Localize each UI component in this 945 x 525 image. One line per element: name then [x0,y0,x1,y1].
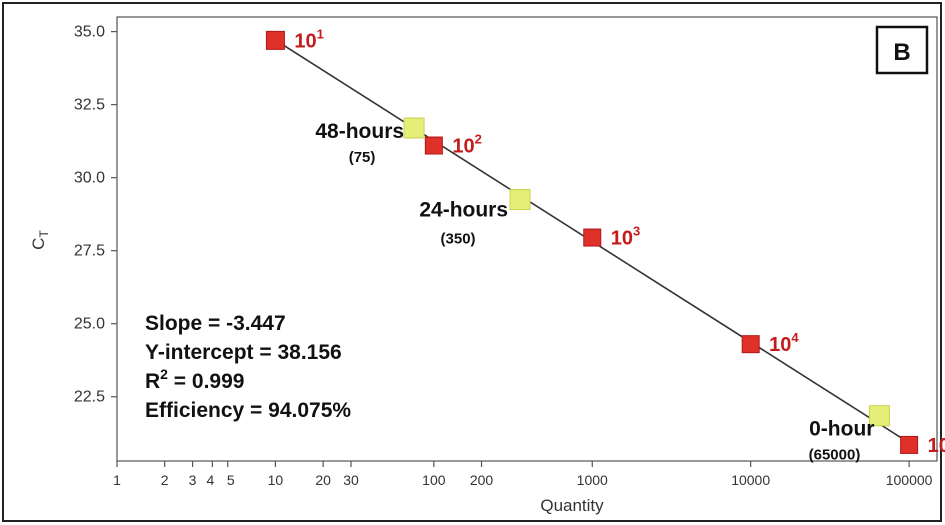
x-tick-label: 4 [206,472,214,488]
standard-point-label: 103 [611,224,640,250]
x-tick-label: 100000 [886,472,933,488]
x-tick-label: 200 [470,472,494,488]
y-axis-ticks: 22.5 25.0 27.5 30.0 32.5 35.0 [74,24,117,406]
x-tick-label: 3 [189,472,197,488]
r-label: R [145,370,160,393]
standard-point-label: 102 [452,132,481,158]
y-tick-label: 35.0 [74,24,105,41]
label-exponent: 1 [317,26,324,41]
x-tick-label: 10000 [731,472,770,488]
x-axis-title: Quantity [540,496,604,515]
y-tick-label: 22.5 [74,389,105,406]
x-tick-label: 5 [227,472,235,488]
r-value: = 0.999 [168,370,244,393]
sample-point-label: 24-hours [419,199,508,222]
standard-point-label: 101 [294,26,323,52]
y-tick-label: 30.0 [74,170,105,187]
stat-efficiency: Efficiency = 94.075% [145,399,351,422]
x-tick-label: 1 [113,472,121,488]
x-tick-label: 10 [268,472,284,488]
sample-point [868,405,890,427]
stat-r-squared: R2 = 0.999 [145,366,244,393]
data-points: 10110210310410548-hours(75)24-hours(350)… [265,26,945,464]
regression-stats: Slope = -3.447 Y-intercept = 38.156 R2 =… [145,312,351,422]
label-base: 10 [611,228,633,250]
y-axis-title-sub: T [37,230,51,238]
panel-label-box: B [875,25,929,75]
standard-point [741,335,760,354]
y-tick-label: 25.0 [74,316,105,333]
label-exponent: 2 [475,132,482,147]
standard-point-label: 104 [769,330,799,356]
y-axis-title-main: C [29,238,48,250]
x-tick-label: 2 [161,472,169,488]
standard-point [900,435,919,454]
x-tick-label: 100 [422,472,446,488]
stat-intercept: Y-intercept = 38.156 [145,341,342,364]
label-base: 10 [294,30,316,52]
x-axis-ticks: 1 2 3 4 5 10 20 30 100 200 1000 10000 100000 [113,461,933,488]
label-base: 10 [928,435,945,457]
x-tick-label: 30 [343,472,359,488]
sample-point-quantity: (65000) [809,447,861,464]
standard-point [424,136,443,155]
stat-slope: Slope = -3.447 [145,312,286,335]
label-exponent: 4 [791,330,799,345]
standard-point-label: 105 [928,431,945,457]
panel-label: B [893,39,910,66]
sample-point [403,117,425,139]
sample-point [509,189,531,211]
x-tick-label: 20 [315,472,331,488]
y-axis-title: CT [29,230,51,250]
standard-point [583,228,602,247]
sample-point-quantity: (75) [349,149,376,166]
label-base: 10 [452,136,474,158]
r-exponent: 2 [160,366,168,382]
sample-point-label: 0-hour [809,418,874,441]
standard-point [265,30,285,50]
x-tick-label: 1000 [577,472,608,488]
sample-point-quantity: (350) [441,231,476,248]
y-tick-label: 32.5 [74,97,105,114]
label-exponent: 3 [633,224,640,239]
sample-point-label: 48-hours [315,120,404,143]
label-base: 10 [769,334,791,356]
y-tick-label: 27.5 [74,243,105,260]
plot-area [116,16,938,462]
